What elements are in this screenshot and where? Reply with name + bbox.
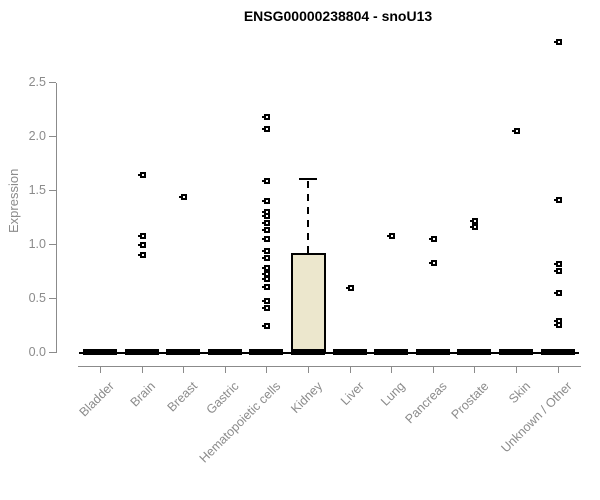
outlier-point — [262, 209, 271, 216]
outlier-point — [137, 252, 146, 259]
outlier-point — [262, 298, 271, 305]
outlier-point — [512, 128, 520, 135]
outlier-point — [262, 198, 271, 205]
y-tick-label: 2.0 — [28, 129, 46, 144]
outlier-point — [262, 126, 271, 133]
x-tick — [516, 366, 517, 373]
y-tick-label: 0.0 — [28, 344, 46, 359]
x-tick — [432, 366, 434, 373]
outlier-point — [553, 317, 562, 324]
x-tick — [557, 366, 559, 373]
x-axis-label: Kidney — [287, 379, 325, 416]
outlier-point — [262, 265, 271, 272]
baseline-bar — [374, 349, 409, 355]
x-axis-label: Skin — [505, 379, 533, 407]
baseline-bar — [83, 349, 117, 355]
baseline-bar — [540, 349, 575, 355]
x-axis-label: Liver — [337, 379, 367, 409]
baseline-bar — [499, 349, 533, 355]
outlier-point — [553, 197, 562, 204]
outlier-point — [262, 323, 271, 330]
outlier-point — [179, 193, 188, 200]
y-tick-label: 2.5 — [28, 75, 46, 90]
box-whisker — [307, 180, 309, 253]
outlier-point — [262, 227, 271, 234]
outlier-point — [262, 219, 271, 226]
y-tick — [49, 190, 56, 192]
outlier-point — [262, 114, 271, 121]
outlier-point — [345, 285, 354, 292]
outlier-point — [137, 172, 146, 179]
baseline-bar — [457, 349, 492, 355]
x-axis-label: Unknown / Other — [498, 379, 575, 456]
y-axis-line — [56, 83, 57, 353]
y-tick-label: 1.0 — [28, 236, 46, 251]
x-axis-label: Lung — [378, 379, 409, 409]
x-axis-label: Breast — [164, 379, 201, 415]
outlier-point — [137, 242, 146, 249]
outlier-point — [262, 255, 271, 262]
box-rect — [290, 252, 326, 354]
y-tick — [49, 243, 56, 245]
y-tick-label: 0.5 — [28, 290, 46, 305]
outlier-point — [470, 224, 479, 231]
baseline-bar — [124, 349, 159, 355]
outlier-point — [262, 304, 271, 311]
x-tick — [349, 366, 351, 373]
x-tick — [183, 366, 185, 373]
baseline-bar — [166, 349, 201, 355]
x-axis-label: Brain — [127, 379, 159, 410]
x-tick — [224, 366, 226, 373]
outlier-point — [262, 271, 271, 278]
outlier-point — [262, 247, 271, 254]
x-axis-line — [78, 366, 581, 367]
x-tick — [474, 366, 476, 373]
chart-title: ENSG00000238804 - snoU13 — [243, 8, 433, 24]
outlier-point — [553, 260, 562, 267]
baseline-bar — [291, 349, 325, 355]
whisker-cap — [299, 177, 317, 180]
y-axis-title: Expression — [6, 168, 21, 233]
x-axis-label: Pancreas — [402, 379, 450, 427]
y-tick — [49, 351, 56, 353]
outlier-point — [553, 289, 562, 296]
outlier-point — [470, 217, 479, 224]
y-tick — [49, 82, 56, 84]
x-tick — [141, 366, 143, 373]
x-tick — [266, 366, 268, 373]
outlier-point — [387, 232, 396, 239]
baseline-bar — [207, 349, 242, 355]
x-tick — [100, 366, 101, 373]
baseline-bar — [249, 349, 284, 355]
outlier-point — [428, 259, 437, 266]
y-tick-label: 1.5 — [28, 183, 46, 198]
x-axis-label: Prostate — [448, 379, 492, 422]
outlier-point — [428, 235, 437, 242]
outlier-point — [262, 235, 271, 242]
outlier-point — [262, 177, 271, 184]
x-axis-label: Hematopoietic cells — [196, 379, 284, 466]
baseline-bar — [415, 349, 450, 355]
outlier-point — [262, 284, 271, 291]
x-axis-label: Gastric — [203, 379, 242, 417]
y-tick — [49, 136, 56, 138]
outlier-point — [553, 268, 562, 275]
outlier-point — [137, 232, 146, 239]
outlier-point — [553, 38, 562, 45]
y-tick — [49, 297, 56, 299]
x-axis-label: Bladder — [76, 379, 117, 420]
x-tick — [308, 366, 309, 373]
x-tick — [391, 366, 393, 373]
baseline-bar — [332, 349, 367, 355]
